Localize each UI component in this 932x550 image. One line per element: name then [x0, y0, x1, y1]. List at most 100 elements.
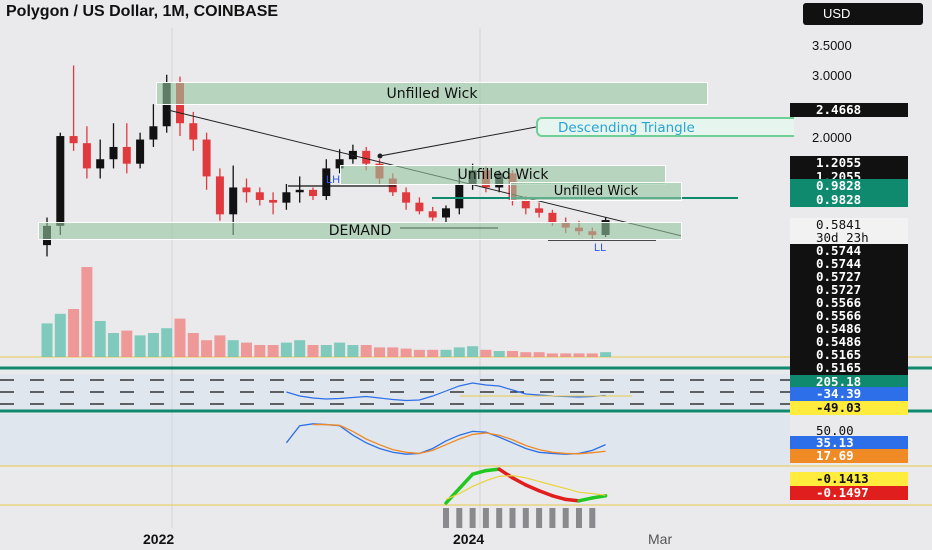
- price-tag: 0.5165: [790, 348, 908, 362]
- chart-title: Polygon / US Dollar, 1M, COINBASE: [6, 3, 279, 20]
- volume-bar: [480, 349, 492, 357]
- price-tag: 0.5486: [790, 335, 908, 349]
- candle-body: [136, 139, 145, 164]
- candle-body: [428, 211, 437, 218]
- unfilled-wick-zone[interactable]: Unfilled Wick: [340, 165, 666, 185]
- volume-bar: [201, 340, 213, 357]
- candle-body: [215, 176, 224, 215]
- price-tag: 0.5744: [790, 244, 908, 258]
- macd-histogram-bar: [443, 508, 449, 528]
- volume-bar: [134, 335, 146, 357]
- candle-body: [322, 168, 331, 197]
- last-price-tag: 0.5841: [790, 218, 908, 232]
- price-tag: 0.5486: [790, 322, 908, 336]
- lower-low-marker: LL: [594, 242, 607, 254]
- demand-zone[interactable]: DEMAND: [38, 222, 682, 240]
- macd-line-segment: [563, 497, 581, 503]
- candle-body: [56, 136, 65, 226]
- price-tag: 0.9828: [790, 179, 908, 193]
- volume-bar: [214, 335, 226, 357]
- candle-body: [415, 202, 424, 212]
- macd-histogram-bar: [496, 508, 503, 528]
- candle-body: [202, 139, 211, 177]
- volume-bar: [573, 353, 585, 357]
- price-axis-label: 3.5000: [812, 38, 852, 53]
- volume-bar: [560, 353, 572, 357]
- volume-bar: [493, 351, 505, 357]
- candle-body: [388, 178, 397, 193]
- indicator-tag: 35.13: [790, 436, 908, 450]
- currency-button[interactable]: USD: [803, 3, 923, 25]
- volume-bar: [520, 352, 532, 357]
- volume-bar: [174, 318, 186, 357]
- macd-histogram-bar: [509, 508, 516, 528]
- volume-bar: [227, 340, 239, 357]
- candle-body: [535, 208, 544, 213]
- volume-bar: [41, 323, 53, 357]
- candle-body: [335, 159, 344, 169]
- volume-bar: [413, 349, 425, 357]
- callout-anchor: [377, 153, 383, 159]
- price-tag: 0.5727: [790, 270, 908, 284]
- price-axis-label: 2.0000: [812, 130, 852, 145]
- volume-bar: [294, 340, 306, 357]
- candle-body: [242, 187, 251, 193]
- candle-body: [109, 146, 118, 160]
- indicator-tag: 50.00: [816, 423, 854, 438]
- volume-bar: [320, 345, 332, 357]
- macd-line-segment: [484, 467, 501, 473]
- time-axis-label: 2024: [453, 531, 485, 547]
- volume-bar: [280, 342, 292, 357]
- price-tag: 0.5566: [790, 309, 908, 323]
- macd-line-segment: [577, 496, 595, 503]
- volume-bar: [307, 345, 319, 357]
- candle-body: [521, 199, 530, 209]
- price-tag: 0.5165: [790, 361, 908, 375]
- volume-bar: [187, 333, 199, 357]
- volume-bar: [453, 347, 465, 357]
- volume-bar: [334, 342, 346, 357]
- volume-bar: [507, 351, 518, 357]
- candle-body: [229, 187, 238, 215]
- volume-bar: [440, 349, 452, 357]
- macd-line-segment: [590, 494, 608, 500]
- indicator-tag: -0.1413: [790, 472, 908, 486]
- candle-body: [442, 208, 450, 218]
- candle-body: [69, 136, 78, 144]
- volume-bar: [54, 313, 66, 357]
- candle-body: [402, 192, 411, 203]
- macd-histogram-bar: [482, 508, 489, 528]
- candle-body: [548, 212, 557, 223]
- price-tag: 2.4668: [790, 103, 908, 117]
- volume-bar: [254, 345, 266, 357]
- macd-histogram-bar: [549, 508, 556, 528]
- volume-bar: [81, 267, 93, 357]
- price-tag: 0.9828: [790, 193, 908, 207]
- volume-bar: [161, 328, 173, 357]
- indicator-tag: -49.03: [790, 401, 908, 415]
- callout-connector: [379, 126, 537, 157]
- price-axis-label: 3.0000: [812, 68, 852, 83]
- macd-line-segment: [524, 483, 541, 493]
- macd-histogram-bar: [522, 508, 529, 528]
- descending-triangle-callout[interactable]: Descending Triangle: [536, 117, 794, 137]
- indicator-tag: -0.1497: [790, 486, 908, 500]
- candle-body: [255, 192, 264, 200]
- candle-body: [189, 123, 198, 140]
- stoch-panel-bg: [0, 414, 790, 466]
- price-tag: 0.5744: [790, 257, 908, 271]
- volume-bar: [68, 309, 80, 357]
- indicator-tag: 17.69: [790, 449, 908, 463]
- time-axis-label: Mar: [648, 531, 673, 547]
- unfilled-wick-zone[interactable]: Unfilled Wick: [510, 182, 682, 201]
- volume-bar: [427, 349, 439, 357]
- macd-histogram-bar: [456, 508, 463, 528]
- time-axis-label: 2022: [143, 531, 175, 547]
- candle-body: [282, 192, 291, 203]
- unfilled-wick-zone[interactable]: Unfilled Wick: [156, 82, 708, 105]
- volume-bar: [121, 330, 133, 357]
- stoch-d-line: [313, 423, 606, 455]
- candle-body: [455, 184, 464, 209]
- volume-bar: [347, 345, 359, 357]
